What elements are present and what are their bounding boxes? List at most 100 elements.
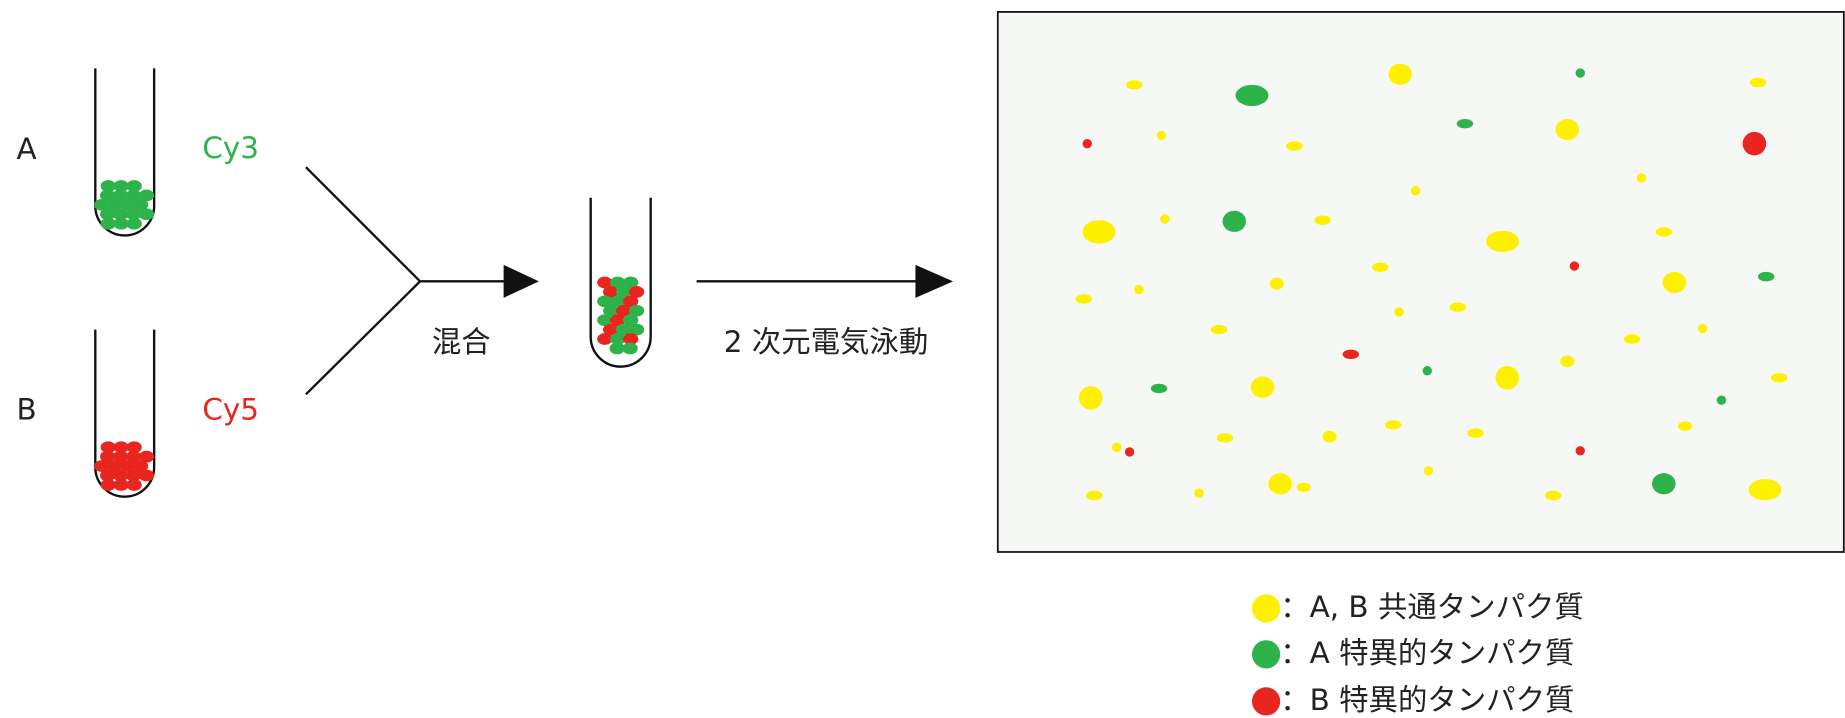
step-label: 2 次元電気泳動	[724, 325, 929, 359]
spot	[1748, 479, 1782, 501]
spot	[1555, 118, 1580, 141]
spot	[603, 304, 619, 317]
spot	[610, 314, 626, 327]
spot	[1342, 349, 1360, 359]
spot	[623, 276, 639, 289]
spot	[1296, 482, 1311, 492]
spot	[1086, 490, 1103, 501]
spot	[138, 189, 155, 202]
spot	[1749, 77, 1767, 88]
spot	[1662, 271, 1687, 294]
spot	[112, 450, 129, 463]
spot	[1314, 215, 1331, 225]
spot	[1449, 302, 1467, 312]
spot	[597, 333, 613, 345]
spot	[132, 460, 149, 472]
legend-swatch	[1251, 640, 1281, 669]
gel-spots	[1075, 63, 1788, 501]
spot	[1111, 442, 1122, 452]
spot	[628, 286, 645, 298]
spot	[100, 441, 116, 454]
spot	[1394, 307, 1404, 317]
spot	[603, 286, 619, 298]
spot	[94, 460, 110, 472]
spot	[1677, 421, 1693, 431]
spot	[1078, 386, 1103, 410]
spot	[1623, 334, 1641, 344]
spot	[1268, 473, 1292, 495]
spot	[1384, 420, 1402, 430]
spot	[1235, 84, 1269, 107]
spot	[610, 295, 626, 308]
spot	[125, 450, 142, 463]
legend-text: ：A, B 共通タンパク質	[1280, 590, 1584, 624]
step-label: 混合	[432, 325, 491, 359]
spot	[1388, 63, 1412, 85]
spot	[112, 208, 129, 221]
spot	[610, 276, 626, 289]
spot	[623, 333, 639, 345]
spot	[120, 198, 136, 211]
spot	[120, 460, 136, 472]
tube	[589, 197, 652, 368]
tube-contents	[94, 180, 645, 491]
spot	[1371, 262, 1389, 272]
spot	[100, 217, 116, 230]
arrow-head	[915, 264, 954, 298]
spot	[126, 180, 142, 192]
dye-label: Cy3	[202, 131, 259, 165]
spot	[1222, 210, 1247, 232]
arrow-lines	[305, 166, 921, 396]
spot	[1569, 261, 1580, 271]
spot	[623, 314, 639, 327]
dye-label: Cy5	[202, 392, 259, 426]
spot	[113, 479, 129, 491]
spot	[138, 450, 155, 463]
spot	[597, 295, 613, 308]
spot	[1770, 373, 1788, 383]
spot	[100, 469, 116, 482]
spot	[1655, 227, 1673, 237]
spot	[1075, 294, 1092, 304]
spot	[125, 208, 142, 221]
spot	[1322, 430, 1337, 443]
spot	[1150, 383, 1168, 394]
spot	[1495, 366, 1520, 390]
spot	[113, 441, 129, 454]
spot	[113, 180, 129, 192]
spot	[597, 276, 613, 289]
spot	[100, 180, 116, 192]
spot	[603, 323, 619, 336]
arrow-head	[503, 264, 539, 298]
spot	[107, 198, 123, 211]
spot	[610, 333, 626, 345]
spot	[138, 208, 155, 221]
spot	[1697, 323, 1708, 334]
spot	[125, 189, 142, 202]
spot	[100, 479, 116, 491]
spot	[1544, 490, 1562, 501]
spot	[622, 342, 638, 355]
sample-label: A	[16, 132, 36, 166]
spot	[615, 286, 632, 298]
spot	[1410, 186, 1421, 196]
spot	[112, 469, 129, 482]
spot	[125, 469, 142, 482]
spot	[1486, 230, 1520, 252]
spot	[1636, 173, 1647, 183]
spot	[1160, 214, 1170, 224]
sample-label: B	[16, 392, 36, 426]
spot	[138, 469, 155, 482]
legend-text: ：B 特異的タンパク質	[1280, 683, 1574, 717]
spot	[113, 217, 129, 230]
spot	[628, 304, 645, 317]
spot	[1134, 284, 1144, 295]
spot	[1082, 138, 1092, 149]
spot	[1422, 366, 1432, 376]
gel	[996, 11, 1845, 553]
spot	[1742, 131, 1767, 156]
spot	[615, 304, 632, 317]
spot	[1757, 271, 1775, 282]
legend-swatch	[1251, 687, 1281, 716]
